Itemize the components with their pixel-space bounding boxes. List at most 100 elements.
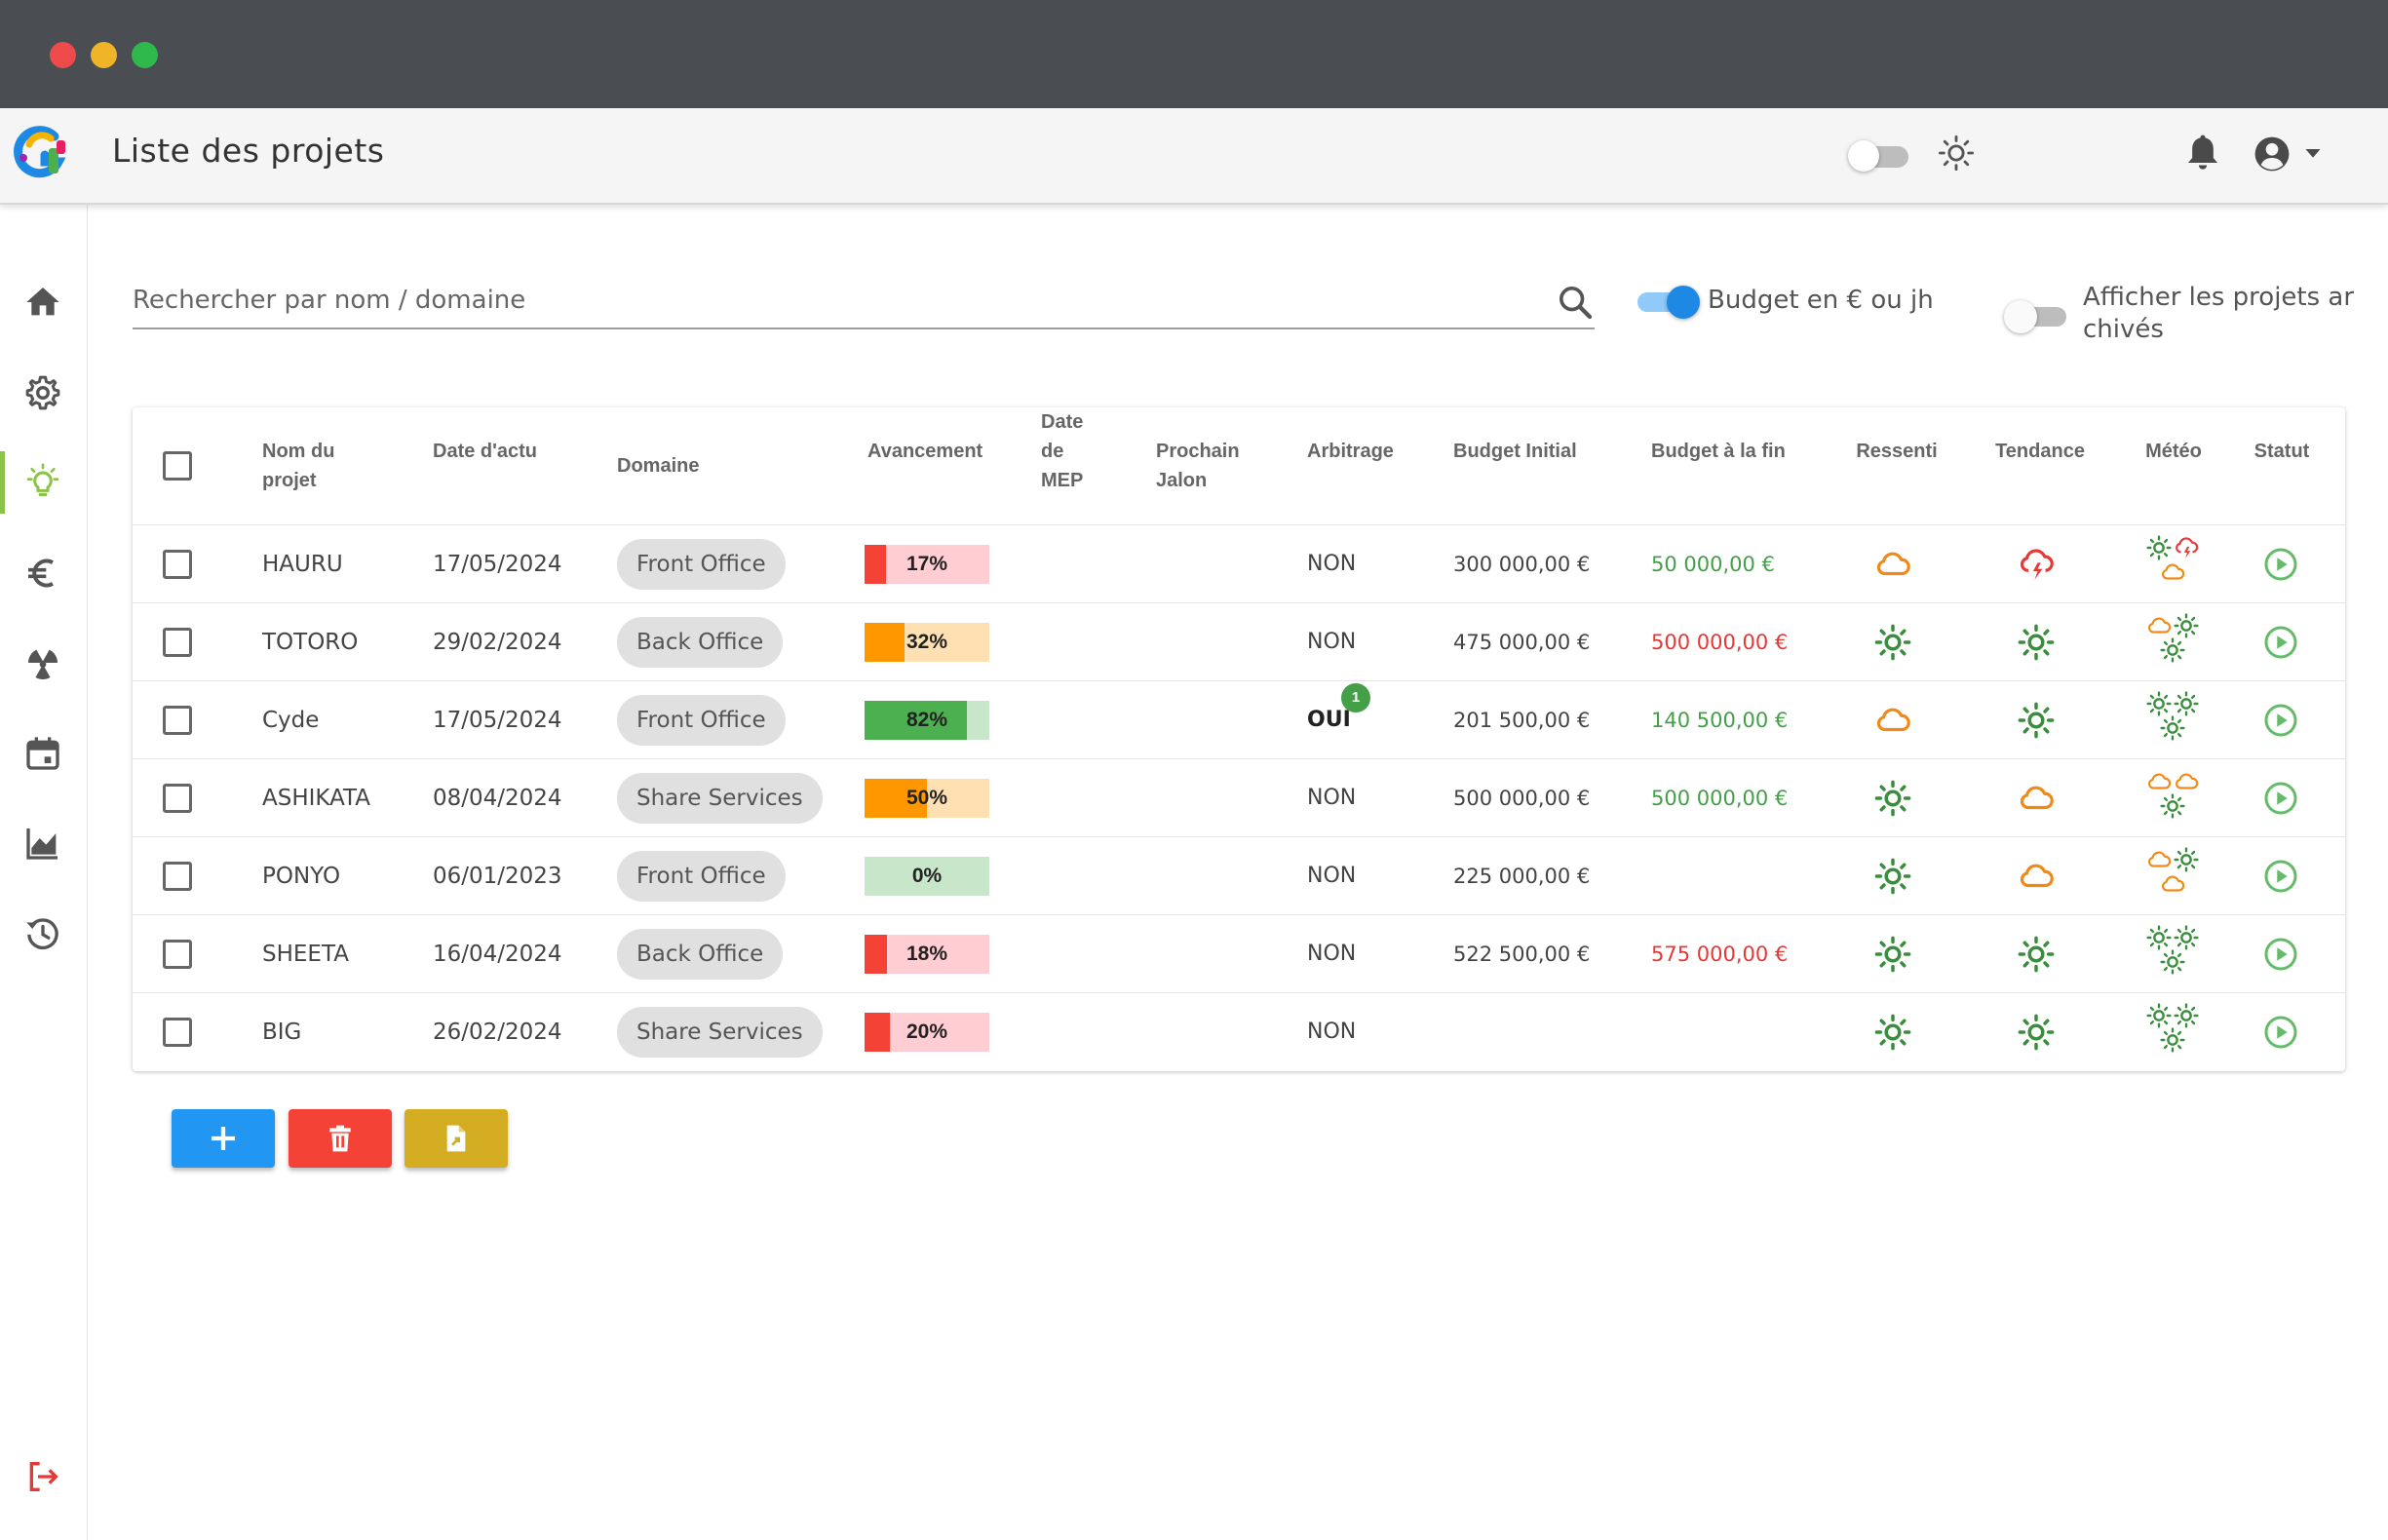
progress-label: 18% bbox=[905, 943, 948, 965]
table-row[interactable]: ASHIKATA 08/04/2024 Share Services 50% NON 50… bbox=[133, 758, 2345, 836]
sun-icon bbox=[2018, 624, 2055, 661]
add-project-button[interactable] bbox=[172, 1109, 275, 1168]
domain-chip: Back Office bbox=[617, 929, 784, 980]
header-felt[interactable]: Ressenti bbox=[1856, 441, 1938, 462]
header-trend[interactable]: Tendance bbox=[1995, 441, 2085, 462]
table-row[interactable]: BIG 26/02/2024 Share Services 20% NON bbox=[133, 992, 2345, 1070]
table-row[interactable]: TOTORO 29/02/2024 Back Office 32% NON 475 000… bbox=[133, 602, 2345, 680]
budget-unit-label: Budget en € ou jh bbox=[1708, 286, 1934, 315]
header-budget-initial[interactable]: Budget Initial bbox=[1453, 441, 1577, 462]
project-name[interactable]: TOTORO bbox=[262, 630, 359, 655]
sidebar-item-history[interactable] bbox=[0, 895, 86, 973]
domain-chip: Front Office bbox=[617, 695, 786, 746]
project-name[interactable]: BIG bbox=[262, 1020, 302, 1045]
sidebar-item-home[interactable] bbox=[0, 263, 86, 341]
app-header: Liste des projets bbox=[0, 108, 2388, 205]
header-arbitration[interactable]: Arbitrage bbox=[1307, 441, 1394, 462]
logout-icon bbox=[29, 1462, 58, 1491]
row-checkbox[interactable] bbox=[163, 862, 192, 891]
sidebar-item-reports[interactable] bbox=[0, 804, 86, 882]
project-name[interactable]: Cyde bbox=[262, 708, 320, 733]
sidebar-item-risks[interactable] bbox=[0, 624, 86, 702]
cloud-icon bbox=[2160, 871, 2185, 897]
sun-icon bbox=[2146, 925, 2172, 950]
sidebar-item-projects[interactable] bbox=[0, 443, 86, 521]
sidebar-item-calendar[interactable] bbox=[0, 714, 86, 792]
play-circle-icon[interactable] bbox=[2263, 781, 2298, 816]
cloud-icon bbox=[1874, 546, 1911, 583]
header-name[interactable]: Nom du projet bbox=[262, 441, 335, 491]
caret-down-icon bbox=[2305, 149, 2321, 158]
header-status[interactable]: Statut bbox=[2253, 441, 2310, 462]
play-circle-icon[interactable] bbox=[2263, 1015, 2298, 1050]
table-row[interactable]: PONYO 06/01/2023 Front Office 0% NON 225 000,… bbox=[133, 836, 2345, 914]
project-name[interactable]: PONYO bbox=[262, 864, 341, 889]
radioactive-icon bbox=[28, 649, 58, 680]
play-circle-icon[interactable] bbox=[2263, 703, 2298, 738]
sun-icon bbox=[2018, 936, 2055, 973]
table-row[interactable]: SHEETA 16/04/2024 Back Office 18% NON 522 500… bbox=[133, 914, 2345, 992]
delete-project-button[interactable] bbox=[289, 1109, 392, 1168]
header-progress[interactable]: Avancement bbox=[867, 441, 983, 462]
play-circle-icon[interactable] bbox=[2263, 937, 2298, 972]
update-date: 26/02/2024 bbox=[433, 1020, 562, 1045]
table-row[interactable]: Cyde 17/05/2024 Front Office 82% OUI 1 201 500… bbox=[133, 680, 2345, 758]
search-input[interactable] bbox=[133, 275, 1517, 326]
progress-fill bbox=[865, 1013, 890, 1052]
update-date: 29/02/2024 bbox=[433, 630, 562, 655]
header-domain[interactable]: Domaine bbox=[617, 455, 700, 477]
arbitration-value: OUI bbox=[1307, 708, 1351, 732]
projects-table: Nom du projet Date d'actu Domaine Avancem… bbox=[133, 407, 2345, 1071]
header-milestone[interactable]: Prochain Jalon bbox=[1156, 441, 1240, 491]
search-icon[interactable] bbox=[1556, 283, 1595, 322]
project-name[interactable]: SHEETA bbox=[262, 942, 349, 967]
sidebar-item-budget[interactable] bbox=[0, 534, 86, 612]
export-button[interactable] bbox=[404, 1109, 508, 1168]
sun-icon bbox=[2160, 793, 2185, 819]
row-checkbox[interactable] bbox=[163, 1018, 192, 1047]
logout-button[interactable] bbox=[0, 1438, 86, 1516]
sun-icon bbox=[1874, 624, 1911, 661]
app-logo-icon[interactable] bbox=[12, 123, 72, 183]
row-checkbox[interactable] bbox=[163, 550, 192, 579]
progress-label: 32% bbox=[905, 631, 948, 653]
arbitration-value: NON bbox=[1307, 552, 1357, 576]
header-weather[interactable]: Météo bbox=[2145, 441, 2202, 462]
project-name[interactable]: ASHIKATA bbox=[262, 786, 371, 811]
bell-icon[interactable] bbox=[2183, 132, 2222, 174]
sun-icon bbox=[1874, 780, 1911, 817]
update-date: 06/01/2023 bbox=[433, 864, 562, 889]
home-icon bbox=[26, 288, 59, 316]
play-circle-icon[interactable] bbox=[2263, 625, 2298, 660]
row-checkbox[interactable] bbox=[163, 628, 192, 657]
sidebar-item-settings[interactable] bbox=[0, 354, 86, 432]
account-menu[interactable] bbox=[2253, 132, 2328, 174]
budget-end: 140 500,00 € bbox=[1651, 709, 1789, 732]
window-maximize-button[interactable] bbox=[132, 42, 158, 68]
window-minimize-button[interactable] bbox=[91, 42, 117, 68]
header-budget-end[interactable]: Budget à la fin bbox=[1651, 441, 1786, 462]
row-checkbox[interactable] bbox=[163, 784, 192, 813]
header-date[interactable]: Date d'actu bbox=[433, 441, 538, 462]
row-checkbox[interactable] bbox=[163, 706, 192, 735]
sun-icon bbox=[2146, 691, 2172, 716]
header-mep-date[interactable]: Date de MEP bbox=[1041, 411, 1084, 491]
theme-toggle[interactable] bbox=[1848, 138, 1912, 172]
cloud-icon bbox=[2146, 847, 2172, 872]
table-row[interactable]: HAURU 17/05/2024 Front Office 17% NON 300 000… bbox=[133, 524, 2345, 602]
window-close-button[interactable] bbox=[50, 42, 76, 68]
cloud-icon bbox=[1874, 702, 1911, 739]
play-circle-icon[interactable] bbox=[2263, 547, 2298, 582]
play-circle-icon[interactable] bbox=[2263, 859, 2298, 894]
budget-unit-toggle[interactable] bbox=[1634, 284, 1702, 319]
archived-projects-toggle[interactable] bbox=[2004, 298, 2072, 333]
progress-label: 20% bbox=[905, 1020, 948, 1043]
select-all-checkbox[interactable] bbox=[163, 451, 192, 481]
search-field[interactable] bbox=[133, 275, 1595, 329]
project-name[interactable]: HAURU bbox=[262, 552, 343, 577]
budget-initial: 475 000,00 € bbox=[1453, 631, 1591, 654]
row-checkbox[interactable] bbox=[163, 940, 192, 969]
progress-bar: 50% bbox=[865, 779, 989, 818]
sun-icon bbox=[2174, 613, 2199, 638]
arbitration-count-badge[interactable]: 1 bbox=[1341, 683, 1370, 712]
